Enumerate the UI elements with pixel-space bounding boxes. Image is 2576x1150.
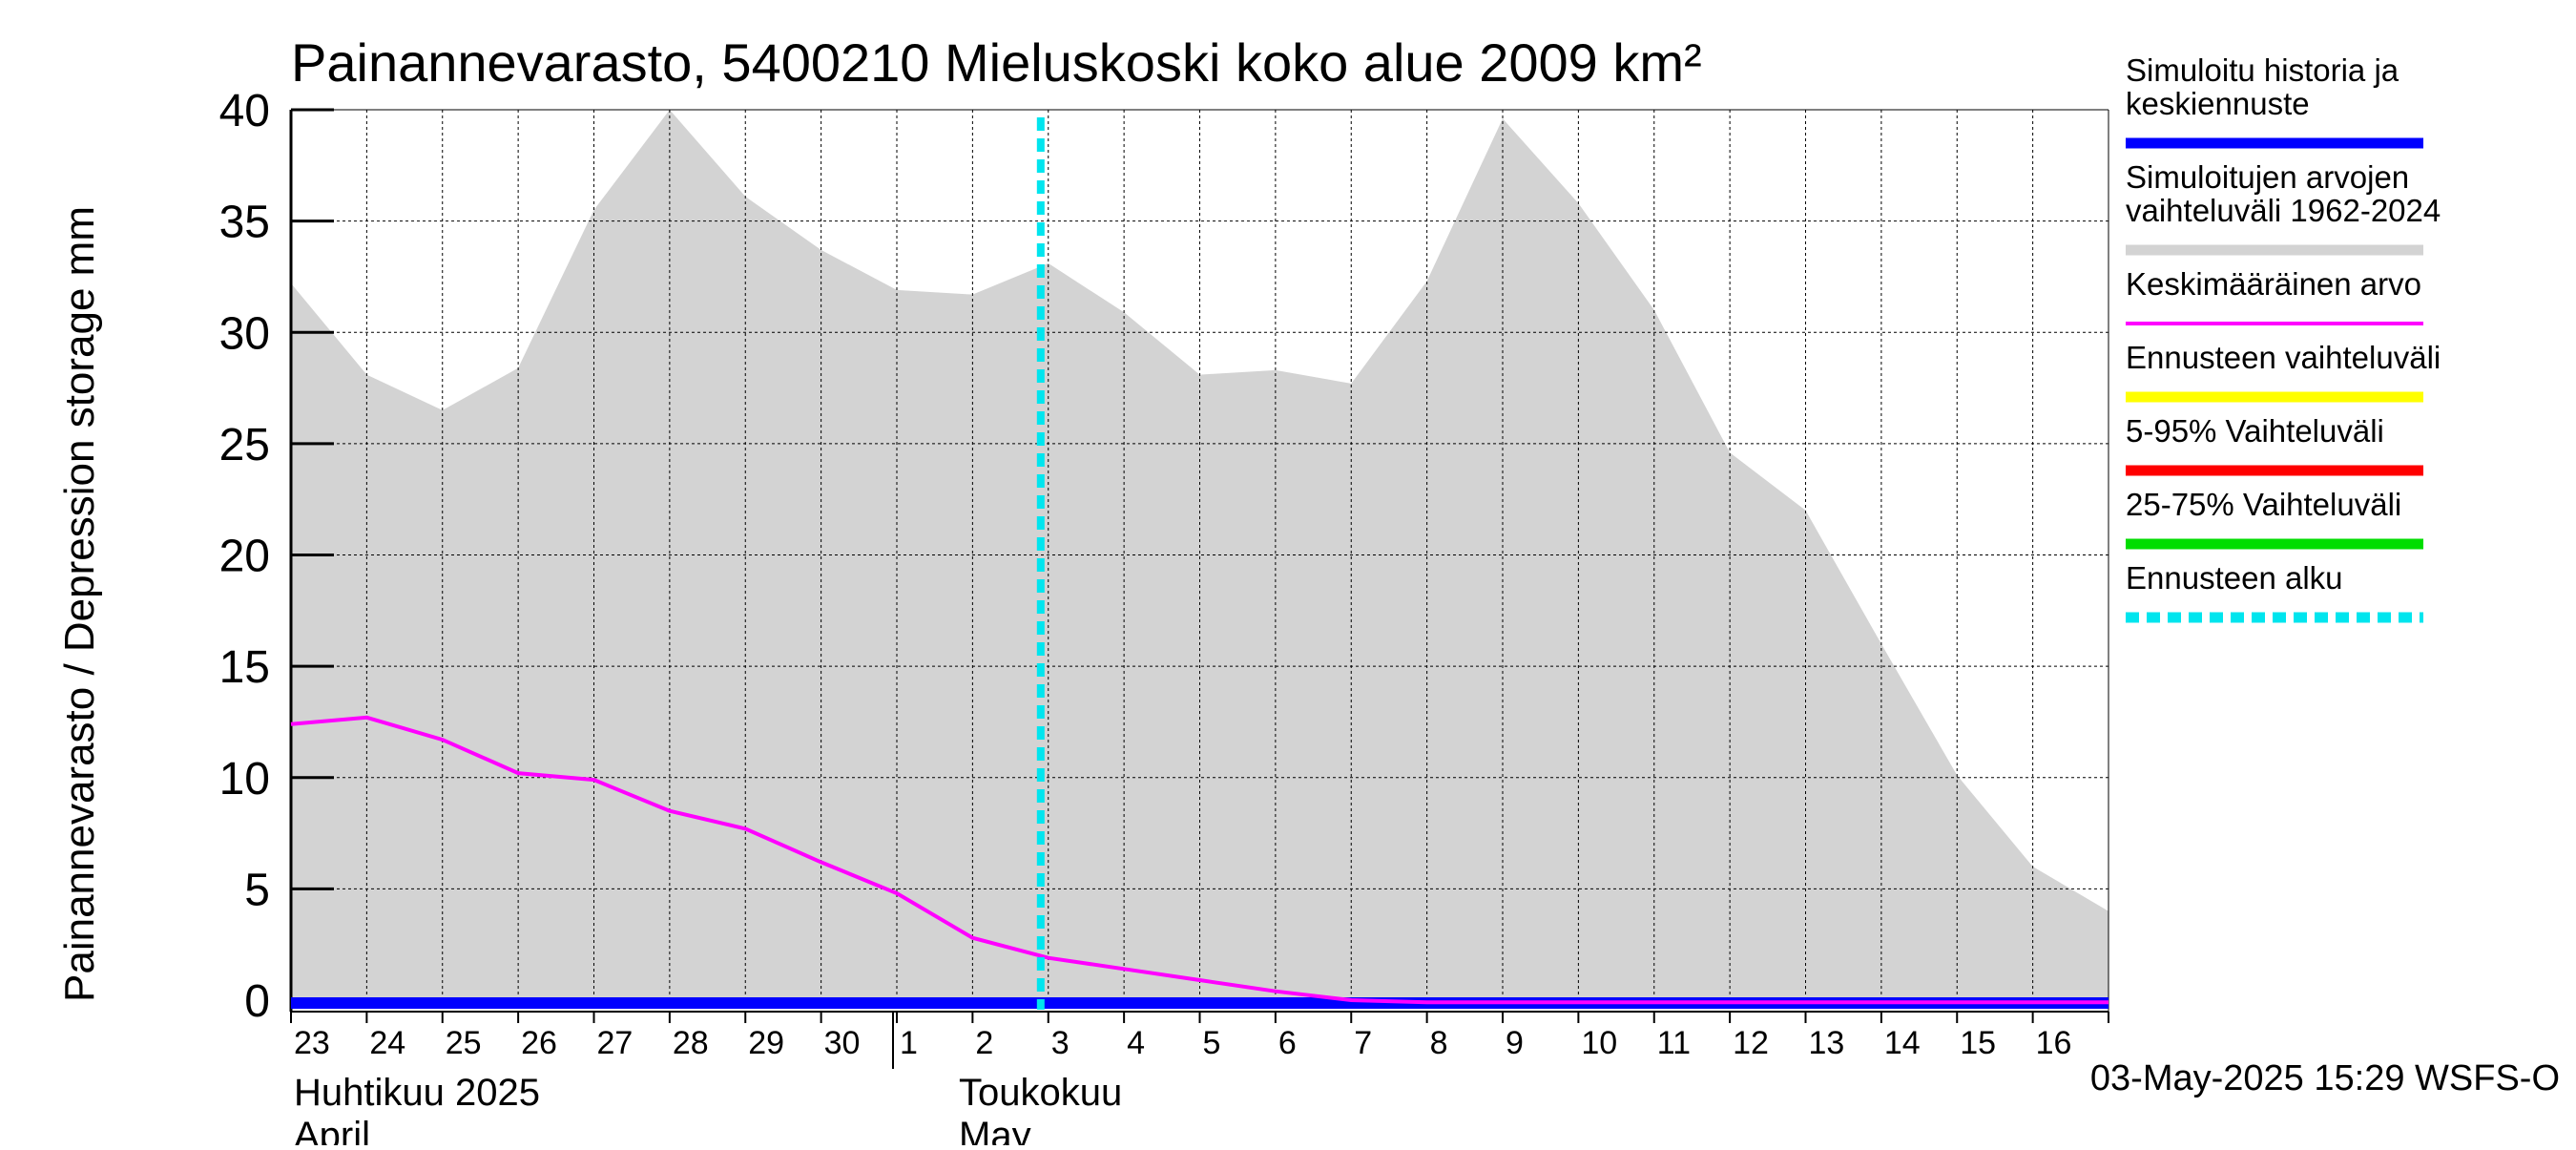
y-tick-label: 15 xyxy=(219,642,270,693)
y-tick-label: 5 xyxy=(244,865,270,915)
y-tick-label: 0 xyxy=(244,976,270,1027)
legend-label: vaihteluväli 1962-2024 xyxy=(2126,193,2441,228)
x-tick-label: 8 xyxy=(1430,1025,1448,1061)
x-tick-label: 15 xyxy=(1960,1025,1996,1061)
timestamp-footer: 03-May-2025 15:29 WSFS-O xyxy=(2090,1058,2560,1098)
x-tick-label: 1 xyxy=(900,1025,918,1061)
y-tick-label: 20 xyxy=(219,532,270,582)
x-tick-label: 29 xyxy=(748,1025,784,1061)
month-label-en: April xyxy=(294,1115,370,1145)
x-tick-label: 25 xyxy=(446,1025,482,1061)
y-tick-label: 30 xyxy=(219,308,270,359)
legend-label: Ennusteen vaihteluväli xyxy=(2126,340,2441,375)
x-tick-label: 7 xyxy=(1354,1025,1372,1061)
x-tick-label: 12 xyxy=(1733,1025,1769,1061)
x-tick-label: 4 xyxy=(1127,1025,1145,1061)
month-label-fi: Toukokuu xyxy=(959,1072,1122,1114)
x-tick-label: 23 xyxy=(294,1025,330,1061)
legend-label: Simuloitu historia ja xyxy=(2126,52,2399,88)
x-tick-label: 30 xyxy=(824,1025,861,1061)
x-tick-label: 14 xyxy=(1884,1025,1921,1061)
legend-label: keskiennuste xyxy=(2126,86,2310,121)
x-tick-label: 27 xyxy=(597,1025,634,1061)
legend-label: Keskimääräinen arvo xyxy=(2126,266,2421,302)
x-tick-label: 2 xyxy=(975,1025,993,1061)
x-tick-label: 24 xyxy=(369,1025,405,1061)
x-tick-label: 16 xyxy=(2036,1025,2072,1061)
chart-title: Painannevarasto, 5400210 Mieluskoski kok… xyxy=(291,32,1702,93)
x-tick-label: 6 xyxy=(1278,1025,1297,1061)
y-tick-label: 35 xyxy=(219,198,270,248)
x-tick-label: 9 xyxy=(1506,1025,1524,1061)
x-tick-label: 11 xyxy=(1657,1025,1691,1061)
legend-label: 5-95% Vaihteluväli xyxy=(2126,413,2384,449)
mean-line xyxy=(290,715,2109,1005)
y-tick-label: 10 xyxy=(219,754,270,805)
y-tick-label: 40 xyxy=(219,86,270,136)
x-tick-label: 10 xyxy=(1581,1025,1617,1061)
x-tick-label: 28 xyxy=(673,1025,709,1061)
legend-label: 25-75% Vaihteluväli xyxy=(2126,487,2401,522)
x-tick-label: 13 xyxy=(1809,1025,1845,1061)
y-tick-label: 25 xyxy=(219,420,270,470)
y-axis-label: Painannevarasto / Depression storage mm xyxy=(56,206,103,1002)
legend-label: Simuloitujen arvojen xyxy=(2126,159,2409,195)
x-tick-label: 26 xyxy=(521,1025,557,1061)
x-tick-label: 5 xyxy=(1203,1025,1221,1061)
month-label-fi: Huhtikuu 2025 xyxy=(294,1072,540,1114)
x-tick-label: 3 xyxy=(1051,1025,1070,1061)
month-label-en: May xyxy=(959,1115,1031,1145)
legend-label: Ennusteen alku xyxy=(2126,560,2343,596)
